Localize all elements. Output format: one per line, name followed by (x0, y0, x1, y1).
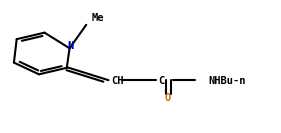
Text: O: O (164, 93, 170, 103)
Text: C: C (158, 76, 164, 86)
Text: Me: Me (91, 13, 104, 23)
Text: CH: CH (112, 76, 124, 86)
Text: NHBu-n: NHBu-n (208, 76, 246, 86)
Text: N: N (67, 41, 74, 51)
